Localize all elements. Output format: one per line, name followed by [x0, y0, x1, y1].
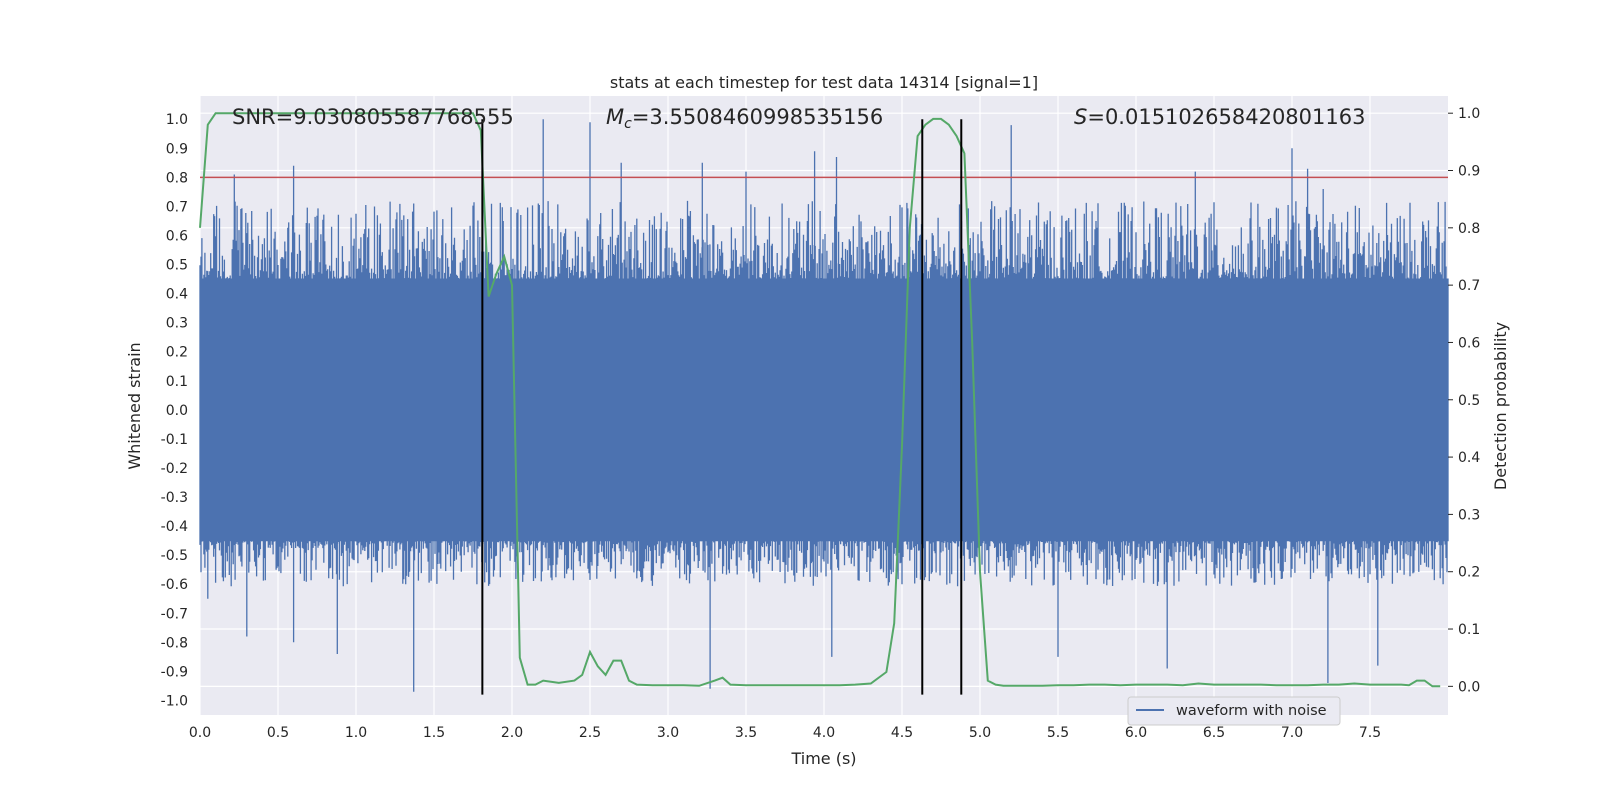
- left-y-axis-label: Whitened strain: [125, 342, 144, 469]
- x-tick-labels: 0.0 0.5 1.0 1.5 2.0 2.5 3.0 3.5 4.0 4.5 5.0 5.5 6.0 6…: [189, 725, 1381, 741]
- left-y-tick-label: 0.2: [166, 345, 188, 361]
- x-axis-label: Time (s): [790, 749, 856, 768]
- x-tick-label: 7.0: [1281, 725, 1303, 741]
- left-y-tick-label: 0.4: [166, 287, 188, 303]
- left-y-tick-label: 0.3: [166, 316, 188, 332]
- right-y-tick-label: 0.7: [1458, 278, 1480, 294]
- legend-box: [1127, 696, 1341, 726]
- left-y-tick-labels: 1.0 0.9 0.8 0.7 0.6 0.5 0.4 0.3 0.2 0.1 0.0 -0.1 -0.…: [161, 112, 188, 709]
- left-y-tick-label: -0.6: [161, 577, 188, 593]
- legend-label: waveform with noise: [1176, 703, 1327, 719]
- left-y-tick-label: -0.2: [161, 461, 188, 477]
- left-y-tick-label: 0.5: [166, 258, 188, 274]
- x-tick-label: 5.0: [969, 725, 991, 741]
- left-y-tick-label: 1.0: [166, 112, 188, 128]
- x-tick-label: 6.0: [1125, 725, 1147, 741]
- left-y-tick-label: -0.8: [161, 635, 188, 651]
- mc-value: =3.5508460998535156: [632, 105, 883, 129]
- x-tick-label: 2.0: [501, 725, 523, 741]
- s-value: =0.015102658420801163: [1087, 105, 1365, 129]
- left-y-tick-label: 0.8: [166, 170, 188, 186]
- right-y-tick-label: 0.8: [1458, 221, 1480, 237]
- left-y-tick-label: -0.3: [161, 490, 188, 506]
- left-y-tick-label: -0.1: [161, 432, 188, 448]
- s-symbol: S: [1074, 105, 1087, 129]
- x-tick-label: 2.5: [579, 725, 601, 741]
- legend: waveform with noise: [1127, 696, 1341, 726]
- right-y-tick-label: 1.0: [1458, 106, 1480, 122]
- left-y-tick-label: -0.4: [161, 519, 188, 535]
- x-tick-label: 3.0: [657, 725, 679, 741]
- right-y-tick-label: 0.1: [1458, 622, 1480, 638]
- left-y-tick-label: -1.0: [161, 693, 188, 709]
- mc-subscript: c: [624, 116, 632, 132]
- probability-series: [199, 112, 1441, 688]
- x-tick-label: 1.5: [423, 725, 445, 741]
- right-y-tick-label: 0.4: [1458, 450, 1480, 466]
- left-y-tick-label: 0.6: [166, 228, 188, 244]
- right-y-tick-label: 0.3: [1458, 507, 1480, 523]
- right-y-tick-label: 0.9: [1458, 164, 1480, 180]
- left-y-tick-label: -0.5: [161, 548, 188, 564]
- x-tick-label: 3.5: [735, 725, 757, 741]
- right-y-tick-labels: 1.0 0.9 0.8 0.7 0.6 0.5 0.4 0.3 0.2 0.1 0.0: [1448, 106, 1480, 695]
- x-tick-label: 7.5: [1359, 725, 1381, 741]
- left-y-tick-label: -0.7: [161, 606, 188, 622]
- right-y-tick-label: 0.0: [1458, 679, 1480, 695]
- probability-line: [199, 112, 1441, 688]
- vertical-markers: [481, 119, 963, 695]
- left-y-tick-label: 0.9: [166, 141, 188, 157]
- mc-symbol: M: [606, 105, 624, 129]
- right-y-tick-label: 0.5: [1458, 393, 1480, 409]
- x-tick-label: 4.0: [813, 725, 835, 741]
- x-tick-label: 6.5: [1203, 725, 1225, 741]
- chart-title: stats at each timestep for test data 143…: [610, 73, 1038, 92]
- x-tick-label: 1.0: [345, 725, 367, 741]
- x-tick-label: 0.0: [189, 725, 211, 741]
- left-y-tick-label: 0.7: [166, 199, 188, 215]
- left-y-tick-label: -0.9: [161, 664, 188, 680]
- right-y-axis-label: Detection probability: [1491, 322, 1510, 490]
- x-tick-label: 5.5: [1047, 725, 1069, 741]
- left-y-tick-label: 0.1: [166, 374, 188, 390]
- left-y-tick-label: 0.0: [166, 403, 188, 419]
- right-y-tick-label: 0.2: [1458, 565, 1480, 581]
- x-tick-label: 0.5: [267, 725, 289, 741]
- s-annotation: S=0.015102658420801163: [1074, 105, 1365, 129]
- right-y-tick-label: 0.6: [1458, 335, 1480, 351]
- x-tick-label: 4.5: [891, 725, 913, 741]
- snr-annotation: SNR=9.030805587768555: [232, 105, 514, 129]
- chirp-mass-annotation: Mc=3.5508460998535156: [606, 105, 883, 132]
